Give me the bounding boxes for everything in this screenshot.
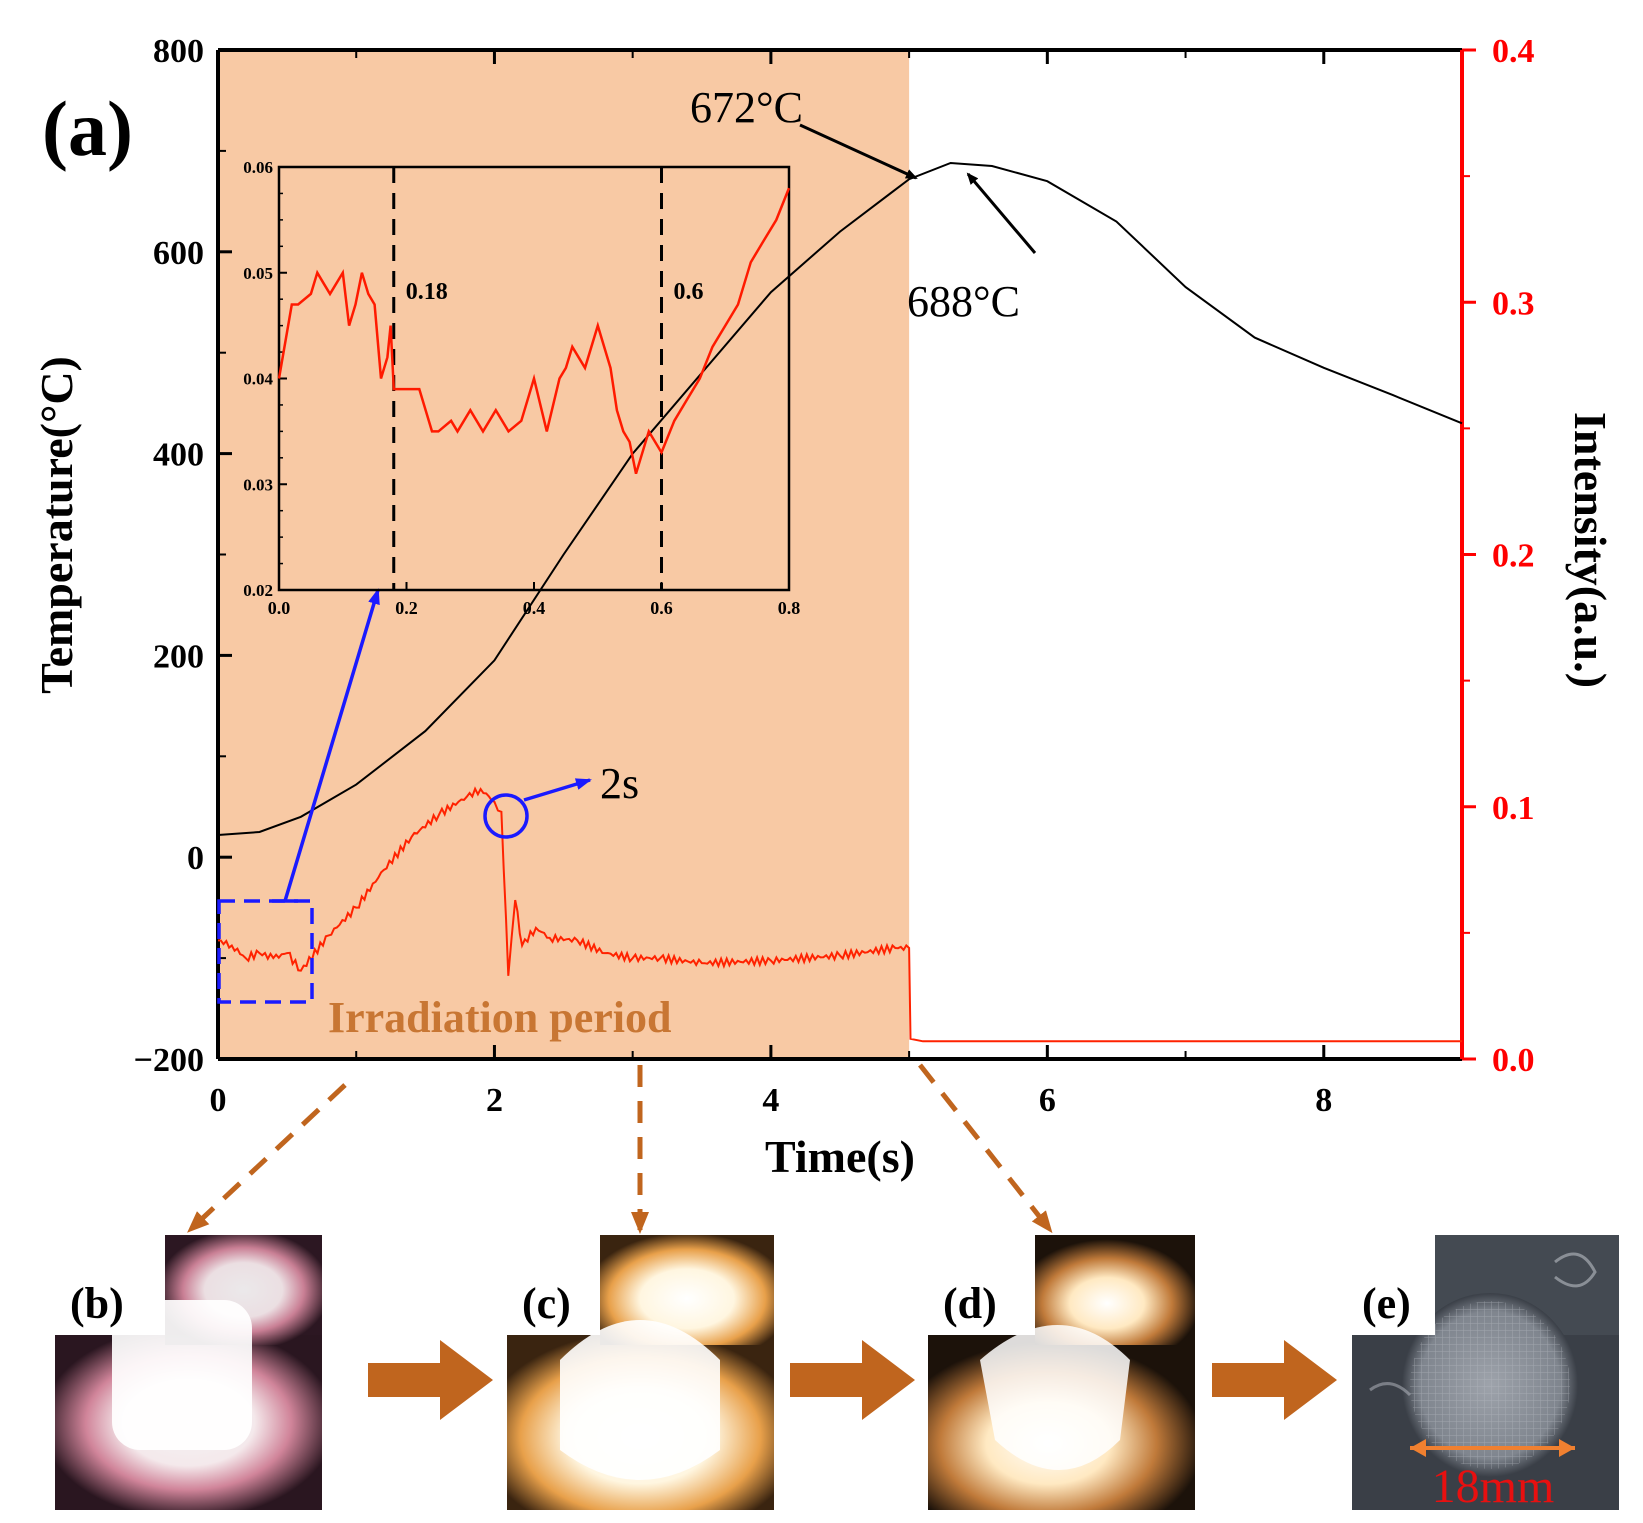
photo-c-label-bg: [507, 1265, 600, 1335]
panel-label-a: (a): [42, 85, 133, 172]
x-tick-label: 4: [762, 1082, 779, 1119]
inset-source-box: [217, 899, 314, 1004]
inset-y-tick-label: 0.04: [243, 370, 273, 389]
y-left-tick-label: 200: [153, 638, 204, 675]
inset-y-tick-label: 0.05: [243, 264, 273, 283]
annotation-2s-arrow: [523, 778, 592, 802]
y-right-tick-label: 0.4: [1492, 33, 1535, 70]
inset-y-tick-label: 0.06: [243, 158, 273, 177]
panel-label-c: (c): [522, 1279, 571, 1328]
y-left-tick-label: 400: [153, 437, 204, 474]
y-right-tick-label: 0.2: [1492, 538, 1535, 575]
inset-x-tick-label: 0.8: [778, 598, 801, 618]
intensity-series-line: [217, 786, 1462, 1043]
y-left-tick-label: 800: [153, 33, 204, 70]
inset-chart: 0.0 0.2 0.4 0.6 0.8 0.02 0.03 0.04 0.05 0.06 0.18 0…: [243, 158, 800, 618]
annotation-2s: 2s: [600, 759, 639, 808]
annotation-672: 672°C: [690, 83, 803, 132]
photo-e: 18mm (e): [1352, 1235, 1619, 1513]
photo-d: (d): [928, 1235, 1195, 1510]
inset-source-arrow: [283, 588, 380, 902]
photo-c: (c): [507, 1235, 774, 1510]
inset-vline-label: 0.18: [406, 279, 448, 305]
annotation-672-arrow: [799, 123, 918, 180]
panel-label-b: (b): [70, 1279, 124, 1328]
flow-arrow-3: [1212, 1340, 1337, 1420]
inset-x-tick-label: 0.2: [395, 598, 418, 618]
y-axis-left-label: Temperature(°C): [31, 356, 82, 694]
y-right-tick-label: 0.0: [1492, 1042, 1535, 1079]
photo-b: (b): [55, 1235, 322, 1510]
photo-d-pointer: [918, 1063, 1053, 1234]
annotation-2s-circle: [483, 793, 529, 839]
x-tick-label: 2: [486, 1082, 503, 1119]
y-left-tick-label: 0: [187, 840, 204, 877]
inset-vline-label: 0.6: [674, 279, 704, 305]
flow-arrow-2: [790, 1340, 915, 1420]
panel-label-d: (d): [943, 1279, 997, 1328]
scale-label: 18mm: [1432, 1460, 1555, 1513]
y-left-tick-label: 600: [153, 235, 204, 272]
y-right-tick-label: 0.3: [1492, 285, 1535, 322]
photo-b-label-bg: [55, 1265, 165, 1335]
annotation-irradiation-period: Irradiation period: [328, 993, 671, 1042]
flow-arrow-1: [368, 1340, 493, 1420]
y-axis-right-label: Intensity(a.u.): [1565, 412, 1616, 688]
x-tick-label: 0: [210, 1082, 227, 1119]
inset-x-tick-label: 0.4: [523, 598, 546, 618]
photo-e-label-bg: [1352, 1265, 1435, 1335]
inset-series-line: [277, 187, 791, 475]
y-left-tick-label: −200: [134, 1042, 204, 1079]
panel-label-e: (e): [1362, 1279, 1411, 1328]
x-tick-label: 8: [1315, 1082, 1332, 1119]
inset-y-tick-label: 0.02: [243, 581, 273, 600]
inset-x-tick-label: 0.0: [268, 598, 291, 618]
y-right-tick-label: 0.1: [1492, 790, 1535, 827]
annotation-688: 688°C: [907, 277, 1020, 326]
x-axis-label: Time(s): [765, 1131, 915, 1182]
photo-d-label-bg: [928, 1265, 1035, 1335]
temperature-series-line: [217, 161, 1463, 836]
inset-y-tick-label: 0.03: [243, 475, 273, 494]
x-tick-label: 6: [1039, 1082, 1056, 1119]
inset-x-tick-label: 0.6: [650, 598, 673, 618]
annotation-688-arrow: [966, 172, 1037, 254]
